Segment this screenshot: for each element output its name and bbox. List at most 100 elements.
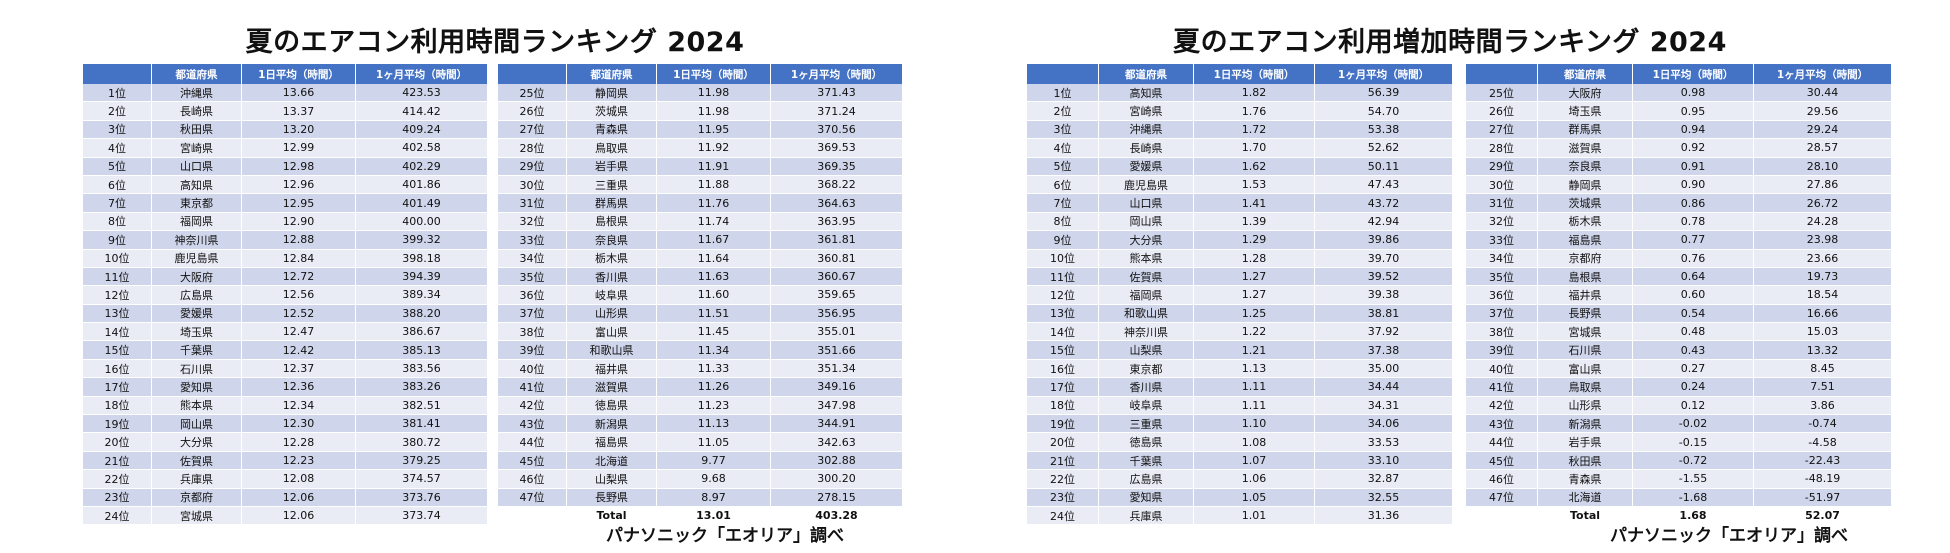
rank-cell: 6位 [1027, 175, 1099, 195]
prefecture-cell: 群馬県 [1538, 120, 1633, 140]
table-row: 17位 愛知県 12.36 383.26 [83, 378, 488, 397]
table-row: 26位 茨城県 11.98 371.24 [498, 102, 903, 121]
prefecture-cell: 広島県 [1099, 470, 1194, 489]
rank-cell: 2位 [1027, 102, 1099, 121]
monthly-average-cell: 361.81 [771, 231, 903, 250]
monthly-average-cell: 278.15 [771, 488, 903, 507]
daily-average-cell: 12.47 [242, 323, 356, 342]
table-row: 24位 宮城県 12.06 373.74 [83, 506, 488, 526]
rank-cell: 44位 [498, 433, 567, 452]
prefecture-cell: 栃木県 [567, 249, 657, 268]
rank-cell: 34位 [498, 249, 567, 268]
daily-average-cell: 1.62 [1194, 157, 1315, 176]
prefecture-cell: 宮崎県 [152, 139, 242, 158]
prefecture-cell: 新潟県 [1538, 415, 1633, 434]
rank-cell: 30位 [1466, 175, 1538, 195]
table-row: 38位 富山県 11.45 355.01 [498, 323, 903, 342]
prefecture-cell: 福井県 [567, 359, 657, 379]
daily-average-cell: 11.88 [657, 175, 771, 195]
monthly-average-cell: 381.41 [356, 415, 488, 434]
monthly-average-cell: 15.03 [1754, 323, 1892, 342]
daily-average-cell: 11.33 [657, 359, 771, 379]
daily-average-cell: 12.42 [242, 341, 356, 360]
daily-average-cell: 11.23 [657, 396, 771, 416]
rank-cell: 32位 [498, 212, 567, 232]
monthly-average-cell: 50.11 [1315, 157, 1453, 176]
daily-average-cell: 1.53 [1194, 175, 1315, 195]
monthly-average-cell: 398.18 [356, 249, 488, 268]
table-row: 12位 福岡県 1.27 39.38 [1027, 286, 1453, 305]
daily-average-cell: 1.07 [1194, 451, 1315, 471]
prefecture-cell: 群馬県 [567, 194, 657, 213]
monthly-average-cell: -0.74 [1754, 415, 1892, 434]
table-row: 18位 熊本県 12.34 382.51 [83, 396, 488, 416]
daily-average-cell: 11.60 [657, 286, 771, 305]
table-row: 19位 岡山県 12.30 381.41 [83, 415, 488, 434]
daily-average-cell: 1.82 [1194, 84, 1315, 103]
left-panel-title: 夏のエアコン利用時間ランキング 2024 [245, 27, 745, 58]
prefecture-cell: 大分県 [1099, 231, 1194, 250]
daily-average-cell: 0.60 [1633, 286, 1754, 305]
monthly-average-cell: 382.51 [356, 396, 488, 416]
table-row: 43位 新潟県 11.13 344.91 [498, 415, 903, 434]
table-row: 35位 島根県 0.64 19.73 [1466, 267, 1892, 287]
table-row: 31位 群馬県 11.76 364.63 [498, 194, 903, 213]
rank-cell: 20位 [1027, 433, 1099, 452]
daily-average-cell: 12.23 [242, 451, 356, 471]
monthly-average-cell: 371.24 [771, 102, 903, 121]
monthly-average-cell: 31.36 [1315, 506, 1453, 526]
rank-cell: 17位 [1027, 378, 1099, 397]
daily-average-cell: 8.97 [657, 488, 771, 507]
prefecture-cell: 山口県 [152, 157, 242, 176]
rank-cell: 29位 [1466, 157, 1538, 176]
daily-average-cell: 1.05 [1194, 488, 1315, 507]
rank-cell: 26位 [1466, 102, 1538, 121]
rank-cell: 27位 [1466, 120, 1538, 140]
monthly-average-cell: 368.22 [771, 175, 903, 195]
rank-cell: 2位 [83, 102, 152, 121]
prefecture-cell: 沖縄県 [152, 84, 242, 103]
daily-average-cell: 11.98 [657, 84, 771, 103]
monthly-average-cell: 30.44 [1754, 84, 1892, 103]
rank-cell: 15位 [83, 341, 152, 360]
daily-average-cell: 12.72 [242, 267, 356, 287]
header-row: 都道府県 1日平均（時間） 1ヶ月平均（時間） [498, 64, 903, 84]
prefecture-cell: 茨城県 [1538, 194, 1633, 213]
daily-average-cell: 9.68 [657, 470, 771, 489]
rank-cell: 18位 [1027, 396, 1099, 416]
rank-cell: 43位 [498, 415, 567, 434]
rank-cell: 16位 [1027, 359, 1099, 379]
prefecture-cell: 福島県 [1538, 231, 1633, 250]
table-row: 41位 滋賀県 11.26 349.16 [498, 378, 903, 397]
prefecture-cell: 滋賀県 [567, 378, 657, 397]
prefecture-cell: 愛知県 [152, 378, 242, 397]
total-row: Total 13.01 403.28 [498, 506, 903, 526]
daily-average-cell: 1.29 [1194, 231, 1315, 250]
daily-average-cell: 12.06 [242, 506, 356, 526]
monthly-average-cell: 18.54 [1754, 286, 1892, 305]
daily-average-cell: 1.10 [1194, 415, 1315, 434]
prefecture-cell: 新潟県 [567, 415, 657, 434]
monthly-average-cell: 32.87 [1315, 470, 1453, 489]
monthly-average-cell: 394.39 [356, 267, 488, 287]
rank-cell: 46位 [498, 470, 567, 489]
table-row: 21位 佐賀県 12.23 379.25 [83, 451, 488, 471]
table-row: 29位 岩手県 11.91 369.35 [498, 157, 903, 176]
rank-cell: 12位 [1027, 286, 1099, 305]
rank-cell: 10位 [83, 249, 152, 268]
rank-cell: 35位 [498, 267, 567, 287]
monthly-average-cell: 380.72 [356, 433, 488, 452]
daily-average-header: 1日平均（時間） [1633, 64, 1754, 84]
prefecture-cell: 東京都 [152, 194, 242, 213]
monthly-average-cell: 371.43 [771, 84, 903, 103]
prefecture-cell: 三重県 [1099, 415, 1194, 434]
monthly-average-cell: 54.70 [1315, 102, 1453, 121]
prefecture-cell: 奈良県 [567, 231, 657, 250]
rank-cell: 9位 [1027, 231, 1099, 250]
monthly-average-cell: 383.56 [356, 359, 488, 379]
monthly-average-cell: 388.20 [356, 304, 488, 324]
table-row: 9位 神奈川県 12.88 399.32 [83, 231, 488, 250]
table-row: 44位 福島県 11.05 342.63 [498, 433, 903, 452]
rank-cell: 23位 [83, 488, 152, 507]
rank-cell: 25位 [498, 84, 567, 103]
